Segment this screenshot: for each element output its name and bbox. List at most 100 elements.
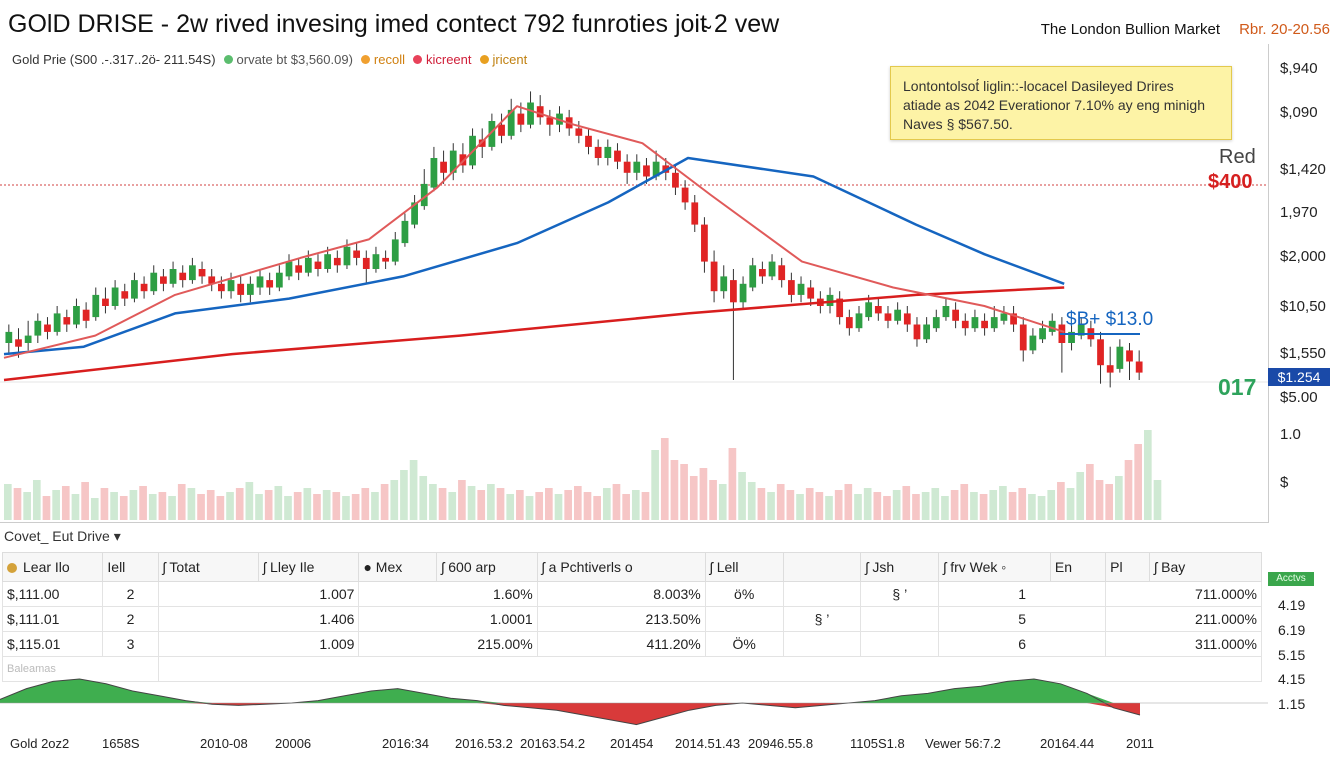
market-code: Rbr. 20-20.56 xyxy=(1239,21,1330,38)
table-cell xyxy=(704,606,784,632)
volume-bar xyxy=(931,488,940,520)
volume-bar xyxy=(1153,480,1162,520)
sub-label: Baleamas xyxy=(7,663,56,675)
volume-bar xyxy=(525,496,534,520)
tooltip-line: Naves § $567.50. xyxy=(903,116,1013,132)
legend-dot-icon xyxy=(479,55,489,64)
legend-dot-icon xyxy=(223,55,233,64)
table-row[interactable]: $,115.01 3 1.009 215.00% 411.20% Ö% 6 31… xyxy=(1,631,1262,657)
candle-body xyxy=(1039,328,1046,340)
x-tick-label: 201454 xyxy=(610,736,654,751)
panel-title[interactable]: Covet_ Eut Drive ▾ xyxy=(4,528,121,544)
red-annotation-word: Red xyxy=(1219,146,1256,168)
column-header[interactable]: Pl xyxy=(1105,552,1151,582)
volume-bar xyxy=(226,492,234,520)
x-tick-label: 1658S xyxy=(102,736,140,751)
y-tick-label: $10,50 xyxy=(1280,298,1326,315)
volume-bar xyxy=(718,484,727,520)
column-header[interactable]: ʃ Jsh xyxy=(860,552,940,582)
volume-bar xyxy=(1028,494,1036,520)
column-header[interactable]: ʃ Totat xyxy=(157,552,260,582)
column-header[interactable]: ʃ Bay xyxy=(1149,552,1262,582)
candle-body xyxy=(1126,350,1133,362)
oscillator-positive-area xyxy=(0,679,1140,703)
column-header[interactable]: ʃ Lley Ile xyxy=(258,552,360,582)
oscillator-line xyxy=(0,678,1141,726)
candle-body xyxy=(1010,313,1017,325)
volume-bar xyxy=(902,486,911,520)
volume-bar xyxy=(631,490,640,520)
x-tick-label: 2016.53.2 xyxy=(455,736,513,751)
column-header[interactable]: Iell xyxy=(102,552,159,582)
volume-bar xyxy=(960,484,969,520)
candle-body xyxy=(459,154,467,166)
column-header[interactable]: ʃ 600 arp xyxy=(436,552,538,582)
table-cell: $,115.01 xyxy=(1,631,104,657)
table-row[interactable]: $,111.01 2 1.406 1.0001 213.50% § ’ 5 21… xyxy=(1,606,1262,632)
price-chart-frame[interactable] xyxy=(0,44,1269,523)
volume-bar xyxy=(303,488,312,520)
candle-body xyxy=(643,165,650,177)
candle-body xyxy=(1097,339,1104,366)
table-row[interactable]: $,111.00 2 1.007 1.60% 8.003% ö% § ’ 1 7… xyxy=(1,581,1262,607)
candle-body xyxy=(894,309,902,321)
column-header[interactable]: ● Mex xyxy=(358,552,438,582)
blue-moving-average xyxy=(3,156,1065,356)
table-cell xyxy=(860,631,940,657)
volume-bar xyxy=(245,482,254,520)
volume-bar xyxy=(322,490,331,520)
volume-bar xyxy=(757,488,766,520)
column-header[interactable]: Lear Ilo xyxy=(1,552,104,582)
column-header[interactable]: ʃ frv Wek ◦ xyxy=(938,552,1051,582)
volume-bar xyxy=(13,488,22,520)
volume-bar xyxy=(545,488,553,520)
legend-item-4[interactable]: jricent xyxy=(479,52,527,67)
volume-bar xyxy=(1115,476,1123,520)
volume-bar xyxy=(564,490,572,520)
price-chart[interactable] xyxy=(0,44,1268,522)
table-cell: 411.20% xyxy=(536,631,706,657)
market-name: The London Bullion Market xyxy=(1040,21,1220,38)
candle-body xyxy=(53,313,61,332)
table-cell: § ’ xyxy=(860,581,940,607)
column-header[interactable]: En xyxy=(1049,552,1107,582)
volume-bar xyxy=(622,494,630,520)
table-cell: 311.000% xyxy=(1105,631,1262,657)
table-cell: 1.0001 xyxy=(358,606,538,632)
table-cell: § ’ xyxy=(782,606,862,632)
candle-body xyxy=(1116,346,1124,369)
legend-item-2[interactable]: recoll xyxy=(360,52,405,67)
current-price-tag: $1.254 xyxy=(1268,368,1330,386)
legend-item-1[interactable]: orvate bt $3,560.09) xyxy=(223,52,353,67)
trend-line xyxy=(3,286,1065,382)
volume-bar xyxy=(1124,460,1133,520)
volume-bar xyxy=(921,492,930,520)
volume-bar xyxy=(100,488,109,520)
table-cell: 1.009 xyxy=(157,631,360,657)
volume-bar xyxy=(950,490,959,520)
y-tick-label: 1,970 xyxy=(1280,204,1318,221)
column-header[interactable]: ʃ Lell xyxy=(704,552,784,582)
column-header-label: ʃ frv Wek ◦ xyxy=(943,559,1007,575)
candle-body xyxy=(787,280,795,295)
candle-body xyxy=(932,317,940,329)
volume-bar xyxy=(786,490,795,520)
candle-body xyxy=(778,265,786,281)
right-scale-value: 4.19 xyxy=(1278,597,1306,613)
legend-item-3[interactable]: kicreent xyxy=(412,52,472,67)
column-header[interactable]: ʃ a Pchtiverls o xyxy=(536,552,706,582)
right-scale-value: 1.15 xyxy=(1278,696,1306,712)
volume-bar xyxy=(699,468,708,520)
oscillator-chart[interactable] xyxy=(0,672,1268,734)
volume-bar xyxy=(71,494,80,520)
coin-icon xyxy=(7,563,17,574)
candle-body xyxy=(324,254,332,269)
candle-body xyxy=(826,294,834,306)
column-header-label: Lear Ilo xyxy=(23,559,70,575)
x-tick-label: 20006 xyxy=(275,736,312,751)
candle-body xyxy=(507,109,515,136)
volume-bar xyxy=(574,486,582,520)
y-tick-label: $1,550 xyxy=(1280,345,1326,362)
candle-body xyxy=(1000,313,1008,321)
column-header[interactable] xyxy=(782,552,862,582)
